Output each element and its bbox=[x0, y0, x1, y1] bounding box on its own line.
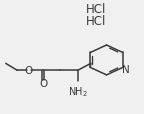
Text: HCl: HCl bbox=[86, 3, 107, 16]
Text: O: O bbox=[25, 66, 33, 75]
Text: NH$_2$: NH$_2$ bbox=[68, 84, 88, 98]
Text: N: N bbox=[122, 64, 130, 74]
Text: O: O bbox=[39, 78, 47, 88]
Text: HCl: HCl bbox=[86, 15, 107, 28]
